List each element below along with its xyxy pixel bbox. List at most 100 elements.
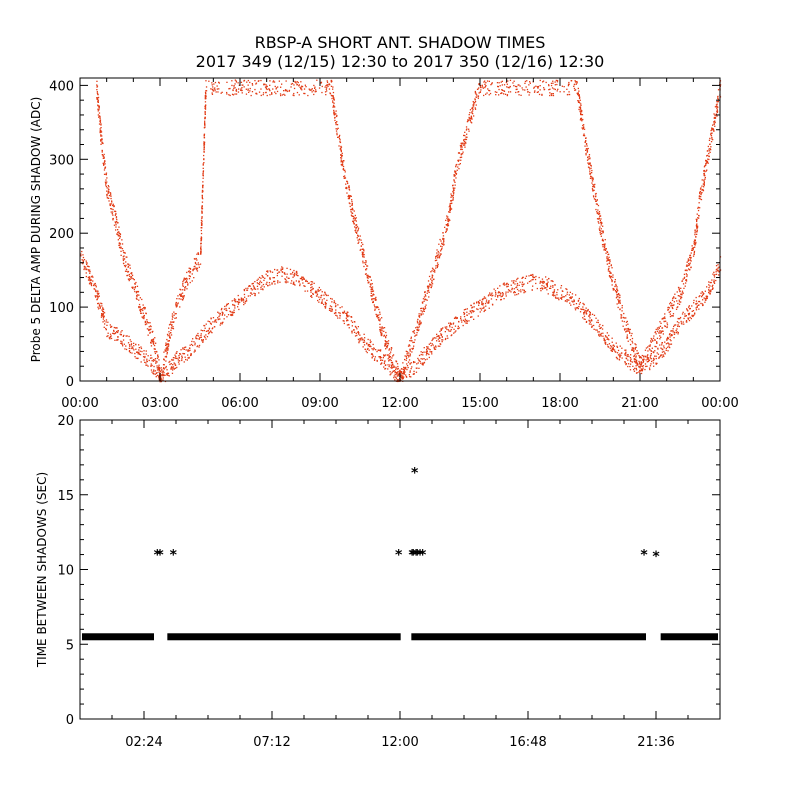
amplitude-point: [389, 358, 391, 360]
amplitude-point: [292, 271, 294, 273]
amplitude-point: [350, 209, 352, 211]
amplitude-point: [546, 283, 548, 285]
amplitude-point: [599, 219, 601, 222]
amplitude-point: [372, 343, 374, 346]
amplitude-point: [306, 280, 308, 283]
amplitude-point: [146, 328, 149, 330]
amplitude-point: [121, 330, 123, 332]
amplitude-point: [680, 293, 682, 296]
amplitude-point: [154, 337, 156, 339]
amplitude-point: [383, 330, 385, 332]
amplitude-point: [557, 289, 559, 291]
amplitude-point: [201, 208, 203, 210]
amplitude-point: [87, 265, 89, 267]
amplitude-point: [284, 278, 286, 280]
amplitude-point: [253, 286, 255, 288]
amplitude-point: [348, 327, 350, 329]
amplitude-point: [193, 341, 195, 343]
amplitude-point: [657, 347, 659, 349]
amplitude-point: [579, 110, 581, 112]
amplitude-point: [82, 263, 84, 265]
amplitude-point: [623, 328, 626, 330]
amplitude-point: [370, 341, 372, 343]
amplitude-point: [183, 348, 185, 350]
amplitude-point: [652, 357, 655, 359]
amplitude-point: [438, 335, 440, 337]
amplitude-point: [363, 265, 365, 268]
amplitude-point: [216, 85, 218, 87]
amplitude-point: [431, 277, 433, 279]
amplitude-point: [709, 285, 711, 287]
amplitude-point: [310, 291, 312, 293]
amplitude-point: [119, 244, 121, 246]
amplitude-point: [625, 363, 627, 365]
amplitude-point: [432, 275, 434, 277]
amplitude-point: [700, 292, 702, 294]
amplitude-point: [237, 306, 239, 308]
amplitude-point: [439, 250, 442, 252]
amplitude-point: [317, 290, 319, 292]
amplitude-point: [265, 88, 267, 90]
amplitude-point: [129, 345, 131, 347]
amplitude-point: [258, 276, 261, 279]
x-tick-label: 12:00: [381, 735, 418, 750]
amplitude-point: [335, 314, 337, 316]
amplitude-point: [430, 286, 432, 288]
amplitude-point: [602, 332, 604, 334]
amplitude-point: [389, 353, 391, 355]
amplitude-point: [182, 299, 184, 301]
amplitude-point: [426, 292, 428, 294]
amplitude-point: [606, 256, 608, 258]
amplitude-point: [578, 303, 581, 305]
amplitude-point: [427, 280, 430, 282]
amplitude-point: [705, 296, 708, 298]
amplitude-point: [670, 340, 672, 342]
amplitude-point: [506, 83, 508, 85]
amplitude-point: [581, 120, 583, 122]
amplitude-point: [417, 318, 419, 321]
amplitude-point: [302, 282, 304, 284]
amplitude-point: [336, 134, 338, 136]
amplitude-point: [171, 315, 173, 317]
amplitude-point: [505, 81, 508, 84]
amplitude-point: [324, 301, 326, 303]
amplitude-point: [449, 324, 451, 326]
amplitude-point: [98, 292, 100, 295]
amplitude-point: [100, 316, 103, 318]
amplitude-point: [201, 340, 203, 342]
amplitude-point: [200, 219, 203, 221]
amplitude-point: [370, 295, 372, 297]
amplitude-point: [680, 301, 682, 303]
amplitude-point: [239, 299, 241, 301]
amplitude-point: [615, 292, 618, 294]
amplitude-point: [526, 88, 529, 91]
amplitude-point: [682, 311, 684, 313]
amplitude-point: [324, 91, 327, 93]
amplitude-point: [197, 262, 199, 264]
amplitude-point: [414, 335, 416, 337]
amplitude-point: [571, 293, 574, 295]
amplitude-point: [545, 276, 547, 278]
amplitude-point: [211, 88, 213, 90]
amplitude-point: [669, 303, 671, 305]
amplitude-point: [420, 313, 422, 315]
amplitude-point: [243, 289, 245, 291]
amplitude-point: [567, 85, 570, 87]
amplitude-point: [367, 281, 370, 283]
amplitude-point: [173, 314, 175, 316]
amplitude-point: [343, 175, 345, 178]
amplitude-point: [442, 327, 444, 329]
amplitude-point: [412, 373, 414, 375]
amplitude-point: [355, 224, 357, 226]
amplitude-point: [293, 269, 295, 272]
amplitude-point: [695, 218, 697, 220]
amplitude-point: [160, 380, 162, 383]
amplitude-point: [578, 90, 580, 92]
amplitude-point: [554, 284, 556, 286]
amplitude-point: [203, 151, 205, 153]
amplitude-point: [697, 206, 700, 208]
amplitude-point: [576, 92, 578, 95]
amplitude-point: [566, 301, 568, 303]
amplitude-point: [612, 347, 614, 349]
amplitude-point: [685, 321, 687, 323]
